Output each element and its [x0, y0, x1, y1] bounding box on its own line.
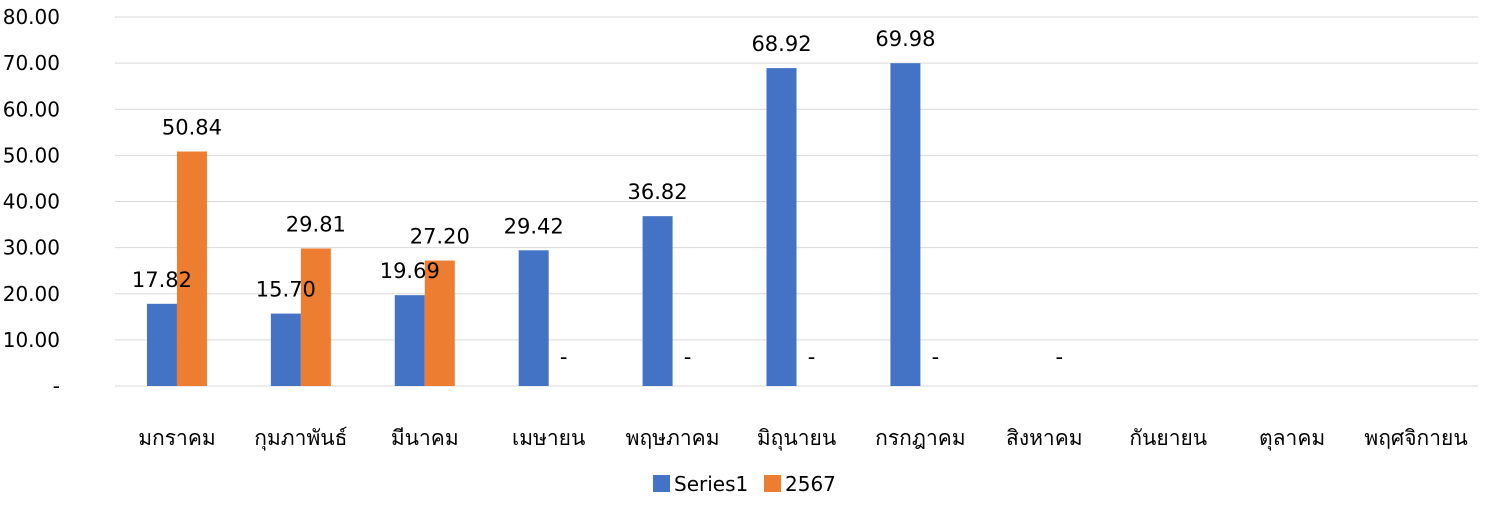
data-label-series1: 68.92: [751, 32, 811, 56]
data-label-series2: 29.81: [286, 213, 346, 237]
bars: [146, 63, 921, 386]
data-label-series1: 17.82: [132, 268, 192, 292]
x-category-label: กันยายน: [1129, 426, 1207, 450]
bar-series2: [300, 248, 331, 386]
bar-series2: [176, 151, 207, 386]
legend-label: Series1: [674, 472, 748, 496]
y-tick-label: 30.00: [3, 236, 60, 260]
bar-series1: [766, 68, 797, 386]
y-tick-label: 80.00: [3, 5, 60, 29]
x-category-label: พฤศจิกายน: [1364, 426, 1467, 450]
y-tick-label: 50.00: [3, 143, 60, 167]
legend: Series1 2567: [653, 472, 836, 496]
y-tick-label: -: [53, 374, 60, 398]
data-label-series1: 29.42: [504, 214, 564, 238]
data-label-series2: 50.84: [162, 116, 222, 140]
legend-swatch: [764, 475, 781, 492]
y-tick-label: 10.00: [3, 328, 60, 352]
y-tick-label: 60.00: [3, 97, 60, 121]
data-label-series1: 69.98: [875, 27, 935, 51]
x-category-label: มีนาคม: [391, 426, 459, 450]
x-category-label: กรกฎาคม: [875, 426, 966, 450]
bar-series1: [394, 295, 425, 386]
bar-series2: [424, 260, 455, 386]
x-category-label: สิงหาคม: [1006, 426, 1083, 450]
data-label-series2: -: [808, 345, 816, 369]
bar-series1: [518, 250, 549, 386]
y-tick-label: 40.00: [3, 190, 60, 214]
y-axis-ticks: - 10.00 20.00 30.00 40.00 50.00 60.00 70.00 80.0…: [3, 5, 60, 398]
data-label-series1: 19.69: [380, 259, 440, 283]
data-labels: 17.82 50.84 15.70 29.81 19.69 27.20 29.42 - 36.8…: [132, 27, 1063, 369]
data-label-series1: 15.70: [256, 278, 316, 302]
x-category-label: มกราคม: [138, 426, 216, 450]
x-category-label: พฤษภาคม: [626, 426, 720, 450]
bar-series1: [146, 303, 177, 386]
bar-series1: [270, 313, 301, 386]
bar-series1: [642, 216, 673, 386]
x-axis-categories: มกราคม กุมภาพันธ์ มีนาคม เมษายน พฤษภาคม มิถุน…: [138, 426, 1468, 451]
y-tick-label: 20.00: [3, 282, 60, 306]
x-category-label: ตุลาคม: [1259, 426, 1325, 451]
data-label-series2: -: [684, 345, 692, 369]
x-category-label: เมษายน: [512, 426, 585, 450]
legend-swatch: [653, 475, 670, 492]
data-label-series2: 27.20: [410, 225, 470, 249]
data-label-series2: -: [1056, 345, 1064, 369]
y-tick-label: 70.00: [3, 51, 60, 75]
data-label-series1: 36.82: [628, 180, 688, 204]
bar-series1: [890, 63, 921, 386]
data-label-series2: -: [932, 345, 940, 369]
legend-label: 2567: [785, 472, 836, 496]
data-label-series2: -: [560, 345, 568, 369]
x-category-label: กุมภาพันธ์: [254, 426, 347, 451]
x-category-label: มิถุนายน: [757, 426, 836, 451]
